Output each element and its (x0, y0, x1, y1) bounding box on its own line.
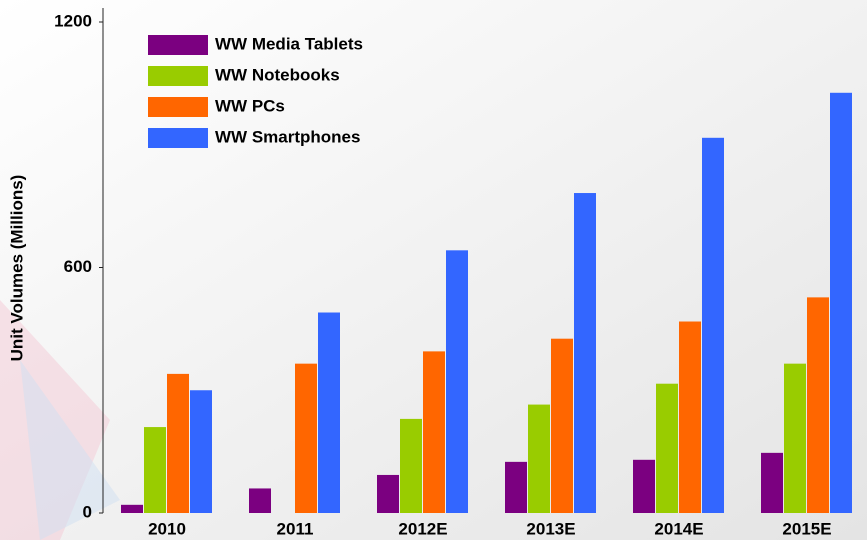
legend-swatch (148, 35, 208, 55)
x-tick-label: 2015E (782, 519, 831, 538)
bar (377, 475, 399, 513)
bar (446, 250, 468, 513)
y-axis-title: Unit Volumes (Millions) (7, 175, 26, 362)
legend-label: WW Notebooks (215, 65, 340, 84)
bar (528, 405, 550, 513)
chart: Unit Volumes (Millions) 0 600 1200 2010 2011… (0, 0, 867, 540)
bar (761, 453, 783, 513)
x-tick-label: 2012E (398, 519, 447, 538)
bar (167, 374, 189, 513)
bar (702, 138, 724, 513)
bar (807, 297, 829, 513)
bar (679, 322, 701, 513)
bar (633, 460, 655, 513)
y-tick-label: 0 (83, 502, 92, 521)
page: {"chart_data": { "type": "bar", "y_axis_… (0, 0, 867, 540)
y-tick-label: 1200 (54, 11, 92, 30)
legend-swatch (148, 97, 208, 117)
bar (400, 419, 422, 513)
bar (121, 505, 143, 513)
bar (190, 390, 212, 513)
bar (423, 351, 445, 513)
bar (656, 384, 678, 513)
bar (144, 427, 166, 513)
x-tick-label: 2014E (654, 519, 703, 538)
bar (830, 93, 852, 513)
bar (249, 488, 271, 513)
legend-label: WW Smartphones (215, 127, 360, 146)
x-tick-label: 2010 (148, 519, 186, 538)
bar (318, 313, 340, 513)
x-tick-label: 2011 (277, 519, 314, 538)
bar (505, 462, 527, 513)
x-tick-label: 2013E (526, 519, 575, 538)
y-tick-label: 600 (64, 257, 92, 276)
bar (574, 193, 596, 513)
legend-label: WW PCs (215, 96, 285, 115)
legend-swatch (148, 66, 208, 86)
bar (295, 364, 317, 513)
bar (784, 364, 806, 513)
legend-swatch (148, 128, 208, 148)
legend-label: WW Media Tablets (215, 34, 363, 53)
bar (551, 339, 573, 513)
